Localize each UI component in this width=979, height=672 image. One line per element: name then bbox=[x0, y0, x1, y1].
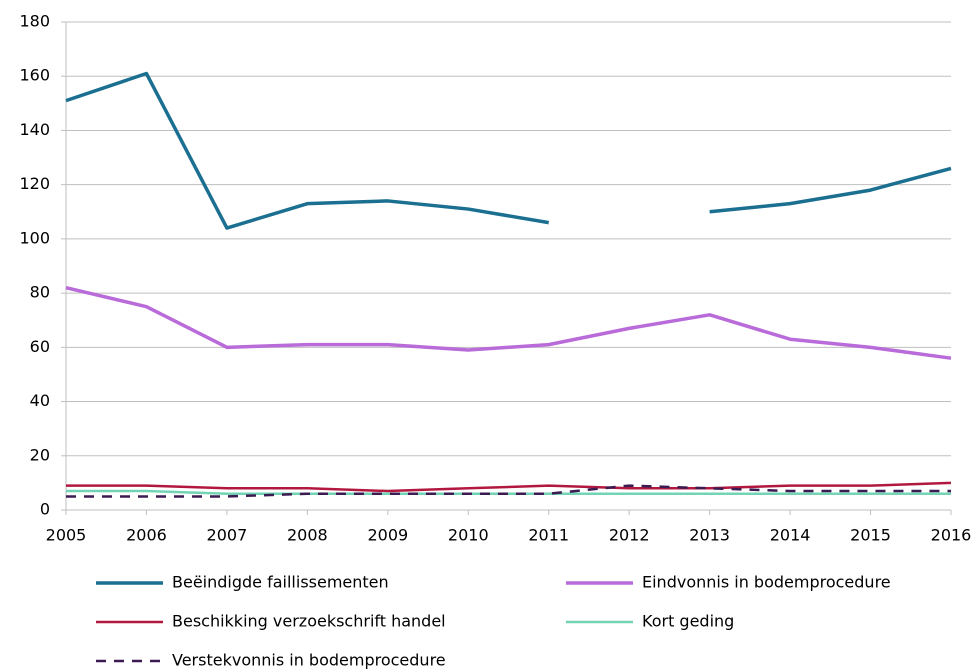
x-tick-label: 2012 bbox=[609, 526, 650, 545]
series-line bbox=[65, 285, 952, 360]
legend-label: Verstekvonnis in bodemprocedure bbox=[172, 651, 446, 670]
series-line bbox=[65, 71, 952, 230]
y-tick-label: 180 bbox=[19, 12, 50, 31]
y-tick-label: 20 bbox=[30, 445, 50, 464]
y-tick-label: 80 bbox=[30, 283, 50, 302]
x-tick-label: 2005 bbox=[46, 526, 87, 545]
y-tick-label: 140 bbox=[19, 120, 50, 139]
y-tick-label: 120 bbox=[19, 174, 50, 193]
x-tick-label: 2011 bbox=[528, 526, 569, 545]
y-tick-label: 60 bbox=[30, 337, 50, 356]
series-line bbox=[66, 489, 951, 495]
legend-label: Kort geding bbox=[642, 612, 734, 631]
x-tick-label: 2010 bbox=[448, 526, 489, 545]
legend-label: Eindvonnis in bodemprocedure bbox=[642, 573, 891, 592]
x-tick-label: 2006 bbox=[126, 526, 167, 545]
legend-label: Beschikking verzoekschrift handel bbox=[172, 612, 446, 631]
x-tick-label: 2014 bbox=[770, 526, 811, 545]
x-tick-label: 2009 bbox=[367, 526, 408, 545]
y-tick-label: 160 bbox=[19, 66, 50, 85]
x-tick-label: 2016 bbox=[931, 526, 972, 545]
x-tick-label: 2015 bbox=[850, 526, 891, 545]
y-tick-label: 100 bbox=[19, 228, 50, 247]
legend-label: Beëindigde faillissementen bbox=[172, 573, 389, 592]
series-line bbox=[66, 481, 952, 493]
x-tick-label: 2007 bbox=[207, 526, 248, 545]
x-tick-label: 2008 bbox=[287, 526, 328, 545]
y-tick-label: 0 bbox=[40, 500, 50, 519]
series-line bbox=[66, 484, 951, 498]
y-tick-label: 40 bbox=[30, 391, 50, 410]
x-tick-label: 2013 bbox=[689, 526, 730, 545]
